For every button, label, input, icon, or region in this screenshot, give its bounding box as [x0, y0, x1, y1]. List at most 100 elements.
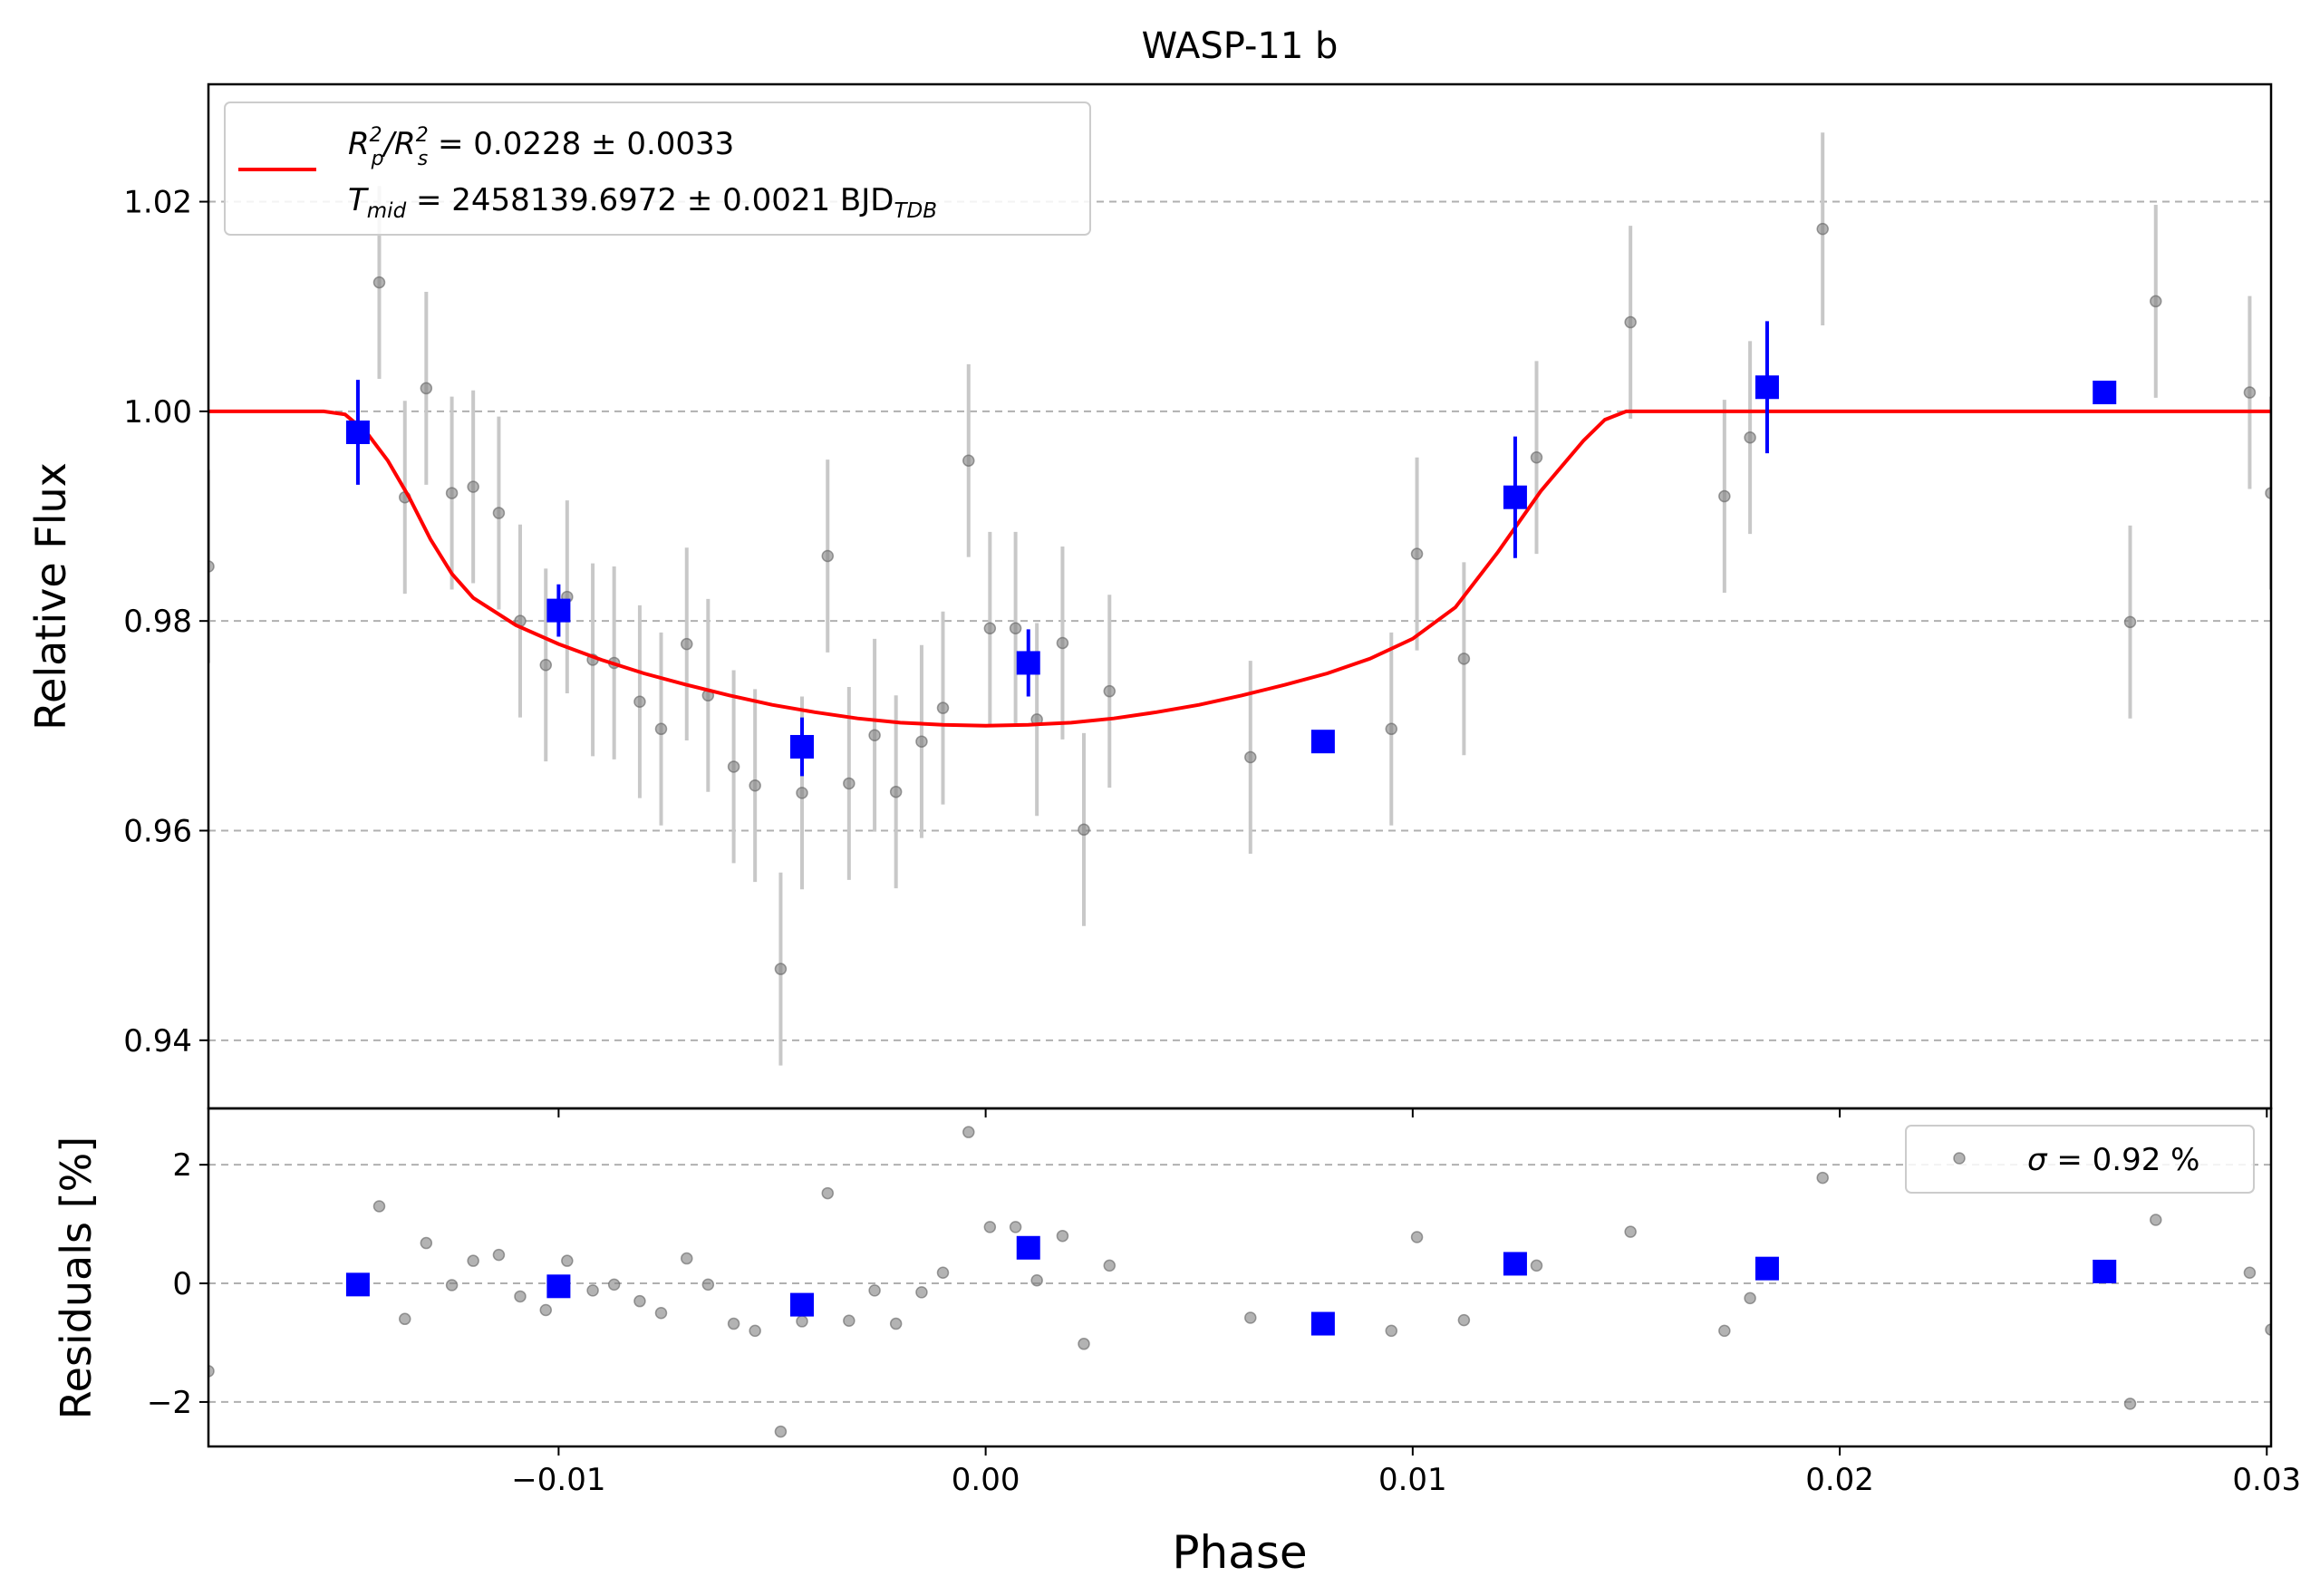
raw-point: [868, 729, 881, 741]
top-y-ticks: 0.94 0.96 0.98 1.00 1.02: [123, 185, 208, 1059]
residual-raw-point: [1744, 1291, 1756, 1305]
raw-point: [821, 549, 835, 563]
binned-point: [1754, 375, 1779, 400]
residual-raw-point: [821, 1186, 835, 1200]
raw-point: [843, 777, 856, 790]
residual-raw-point: [654, 1307, 668, 1320]
residual-raw-point: [727, 1317, 740, 1330]
raw-point: [539, 659, 553, 672]
raw-point: [492, 507, 506, 519]
x-axis-label: Phase: [1172, 1526, 1307, 1579]
raw-point: [1410, 547, 1424, 560]
residual-raw-point: [467, 1254, 479, 1267]
binned-point: [546, 598, 571, 623]
raw-point: [1816, 222, 1829, 236]
raw-point: [796, 787, 808, 799]
residual-binned-point: [2093, 1259, 2117, 1283]
residual-raw-point: [1078, 1338, 1090, 1350]
bottom-legend-marker: [1953, 1152, 1966, 1165]
binned-point: [1310, 730, 1335, 754]
raw-point: [1078, 823, 1090, 837]
top-binned-points: [345, 321, 2117, 777]
transit-model-line: [208, 409, 2271, 728]
residual-raw-point: [607, 1278, 621, 1291]
residual-raw-point: [445, 1279, 459, 1291]
residual-raw-point: [749, 1324, 761, 1338]
raw-point: [1244, 750, 1257, 764]
residual-raw-point: [2150, 1214, 2162, 1226]
residual-raw-point: [774, 1425, 788, 1438]
residual-raw-point: [633, 1294, 646, 1308]
bottom-y-ticks: −2 0 2: [147, 1147, 208, 1421]
raw-point: [420, 382, 433, 395]
residual-raw-point: [1244, 1311, 1257, 1324]
residual-raw-point: [586, 1284, 599, 1297]
raw-point: [749, 779, 761, 792]
residual-binned-point: [1754, 1256, 1779, 1281]
residual-raw-point: [1103, 1259, 1116, 1272]
raw-point: [983, 622, 997, 635]
raw-point: [208, 560, 215, 573]
bottom-legend: σ = 0.92 %: [1905, 1125, 2255, 1194]
x-tick-label: 0.02: [1805, 1462, 1874, 1498]
bottom-y-tick-label: 0: [172, 1266, 192, 1302]
residual-raw-point: [514, 1290, 527, 1303]
raw-point: [467, 480, 479, 493]
residual-raw-point: [1030, 1274, 1043, 1287]
bottom-gridlines: [208, 1164, 2271, 1403]
residual-raw-point: [843, 1314, 856, 1328]
residual-raw-point: [1530, 1259, 1543, 1272]
raw-point: [445, 487, 459, 499]
raw-point: [1457, 653, 1471, 665]
raw-point: [1744, 431, 1756, 444]
x-tick-label: 0.00: [952, 1462, 1020, 1498]
residual-raw-point: [915, 1286, 928, 1299]
raw-point: [1385, 722, 1398, 736]
bottom-x-ticks: −0.01 0.00 0.01 0.02 0.03: [511, 1446, 2301, 1498]
top-y-tick-label: 1.02: [123, 185, 192, 221]
top-legend-box: [224, 102, 1091, 236]
binned-point: [1016, 651, 1040, 675]
residual-raw-point: [983, 1221, 997, 1233]
residual-binned-point: [1016, 1235, 1040, 1260]
raw-point: [1624, 315, 1637, 329]
x-tick-label: 0.01: [1378, 1462, 1447, 1498]
residual-raw-point: [2265, 1323, 2271, 1336]
residual-raw-point: [962, 1126, 975, 1138]
residual-raw-point: [372, 1200, 386, 1213]
raw-point: [633, 695, 646, 708]
top-plot-frame: [207, 82, 2273, 1110]
residual-binned-point: [1503, 1252, 1527, 1276]
bottom-raw-points: [208, 1126, 2271, 1438]
residual-raw-point: [889, 1317, 903, 1330]
residual-raw-point: [1009, 1221, 1022, 1233]
raw-point: [774, 962, 788, 975]
residual-raw-point: [2123, 1398, 2137, 1410]
bottom-legend-box: [1905, 1125, 2255, 1194]
binned-point: [2093, 381, 2117, 405]
raw-point: [962, 454, 975, 467]
raw-point: [889, 785, 903, 798]
top-y-tick-label: 0.94: [123, 1023, 192, 1059]
raw-point: [654, 722, 668, 736]
raw-point: [372, 276, 386, 289]
raw-point: [2150, 295, 2162, 308]
raw-point: [681, 637, 693, 651]
raw-point: [2123, 615, 2137, 629]
bottom-plot-frame: [207, 1107, 2273, 1448]
top-y-tick-label: 0.98: [123, 604, 192, 640]
residual-binned-point: [789, 1292, 814, 1317]
residual-raw-point: [936, 1266, 950, 1280]
residual-raw-point: [420, 1236, 433, 1250]
legend-tmid-label: Tmid = 2458139.6972 ± 0.0021 BJDTDB: [348, 182, 937, 223]
residual-raw-point: [1457, 1313, 1471, 1327]
raw-point: [1103, 684, 1116, 698]
residual-raw-point: [1385, 1324, 1398, 1338]
residual-raw-point: [868, 1284, 881, 1297]
raw-point: [936, 701, 950, 714]
x-tick-label: 0.03: [2232, 1462, 2301, 1498]
residual-raw-point: [1624, 1225, 1637, 1238]
top-x-ticks: [557, 1108, 2268, 1117]
residual-binned-point: [345, 1272, 370, 1297]
